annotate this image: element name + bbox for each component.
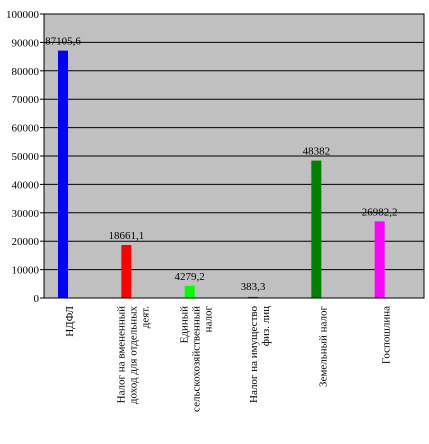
category-label: Земельный налог bbox=[317, 306, 329, 388]
y-tick-label: 50000 bbox=[12, 151, 40, 163]
bar bbox=[121, 245, 132, 298]
data-label: 48382 bbox=[303, 146, 331, 158]
y-tick-label: 30000 bbox=[12, 208, 40, 220]
y-tick-label: 60000 bbox=[12, 123, 40, 135]
category-label-line: Земельный налог bbox=[317, 306, 329, 388]
y-tick-label: 20000 bbox=[12, 236, 40, 248]
category-label-line: Госпошлина bbox=[381, 306, 393, 364]
category-label-line: деят. bbox=[139, 306, 151, 329]
y-tick-label: 80000 bbox=[12, 66, 40, 78]
category-label-line: Налог на вмененный bbox=[115, 306, 127, 403]
category-label-line: доход для отдельных bbox=[127, 306, 139, 405]
y-axis-ticks: 0 10000 20000 30000 40000 50000 60000 70000 8000… bbox=[6, 9, 44, 305]
y-tick-label: 0 bbox=[34, 293, 40, 305]
category-label-line: НДФЛ bbox=[64, 305, 76, 336]
bar bbox=[311, 160, 322, 298]
data-labels: 87105,6 18661,1 4279,2 383,3 48382 26982,2 bbox=[45, 36, 397, 293]
bars bbox=[58, 50, 385, 299]
bar bbox=[374, 221, 385, 298]
y-tick-label: 10000 bbox=[12, 265, 40, 277]
data-label: 4279,2 bbox=[175, 271, 205, 283]
category-label-line: Налог на имущество bbox=[248, 306, 260, 403]
category-label: Госпошлина bbox=[381, 306, 393, 364]
category-label-line: сельскохозяйственный bbox=[191, 306, 203, 412]
category-label-line: налог bbox=[203, 306, 215, 333]
category-label: Налог на вмененный доход для отдельных дея… bbox=[115, 306, 151, 405]
category-labels: НДФЛ Налог на вмененный доход для отдельны… bbox=[64, 305, 393, 411]
category-label: Налог на имущество физ. лиц bbox=[248, 306, 272, 403]
y-tick-label: 100000 bbox=[6, 9, 40, 21]
data-label: 383,3 bbox=[241, 281, 266, 293]
y-tick-label: 90000 bbox=[12, 37, 40, 49]
category-label-line: Единый bbox=[179, 306, 191, 343]
bar bbox=[248, 296, 258, 298]
plot-border bbox=[43, 13, 425, 299]
category-label: НДФЛ bbox=[64, 305, 76, 336]
bar bbox=[184, 285, 195, 298]
y-tick-label: 70000 bbox=[12, 94, 40, 106]
data-label: 87105,6 bbox=[45, 36, 81, 48]
data-label: 18661,1 bbox=[108, 230, 144, 242]
data-label: 26982,2 bbox=[362, 206, 398, 218]
category-label-line: физ. лиц bbox=[260, 306, 272, 346]
y-tick-label: 40000 bbox=[12, 179, 40, 191]
category-label: Единый сельскохозяйственный налог bbox=[179, 306, 215, 412]
bar bbox=[58, 50, 68, 299]
